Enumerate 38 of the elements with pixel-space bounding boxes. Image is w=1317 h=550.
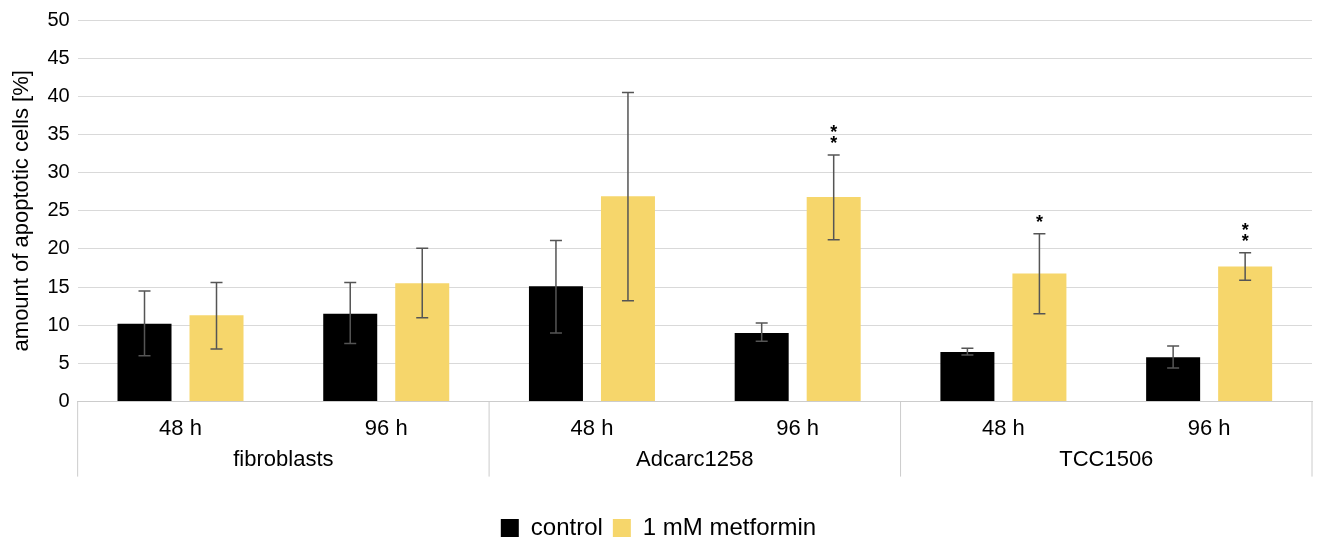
text: TCC1506 bbox=[1059, 445, 1154, 471]
y-tick-label: 10 bbox=[47, 312, 70, 335]
bar bbox=[1218, 266, 1273, 402]
data-label: ** bbox=[1241, 219, 1249, 251]
bar bbox=[1146, 357, 1201, 402]
y-tick-label: 45 bbox=[47, 45, 70, 68]
text: fibroblasts bbox=[233, 445, 334, 471]
bar bbox=[528, 286, 583, 402]
x-tick-label: 48 h bbox=[570, 414, 614, 440]
y-tick-label: 20 bbox=[47, 236, 70, 259]
y-tick-label: 40 bbox=[47, 83, 70, 106]
text: Adcarc1258 bbox=[636, 445, 754, 471]
bar bbox=[395, 283, 450, 402]
y-tick-label: 35 bbox=[47, 122, 70, 144]
bar bbox=[806, 197, 861, 402]
x-tick-label: 48 h bbox=[982, 414, 1025, 440]
data-label: ** bbox=[830, 122, 838, 154]
x-tick-label: 96 h bbox=[364, 414, 408, 440]
bar bbox=[323, 313, 378, 402]
bar bbox=[940, 351, 995, 402]
bar bbox=[1012, 273, 1067, 402]
x-tick-label: 96 h bbox=[1187, 414, 1231, 440]
y-tick-label: 15 bbox=[47, 274, 70, 297]
x-tick-label: 48 h bbox=[159, 414, 202, 440]
y-tick-label: 30 bbox=[47, 160, 70, 183]
x-tick-label: 96 h bbox=[776, 414, 820, 440]
y-tick-label: 25 bbox=[47, 198, 70, 221]
legend-label: 1 mM metformin bbox=[642, 512, 817, 540]
data-label: * bbox=[1035, 211, 1043, 232]
bar bbox=[189, 315, 244, 402]
y-tick-label: 5 bbox=[58, 350, 70, 373]
y-axis-title: amount of apoptotic cells [%] bbox=[8, 70, 34, 352]
bar bbox=[117, 323, 172, 402]
legend-label: control bbox=[530, 512, 603, 540]
y-tick-label: 0 bbox=[58, 389, 70, 412]
bar bbox=[600, 196, 655, 402]
y-tick-label: 50 bbox=[47, 7, 70, 30]
bar bbox=[734, 332, 789, 402]
